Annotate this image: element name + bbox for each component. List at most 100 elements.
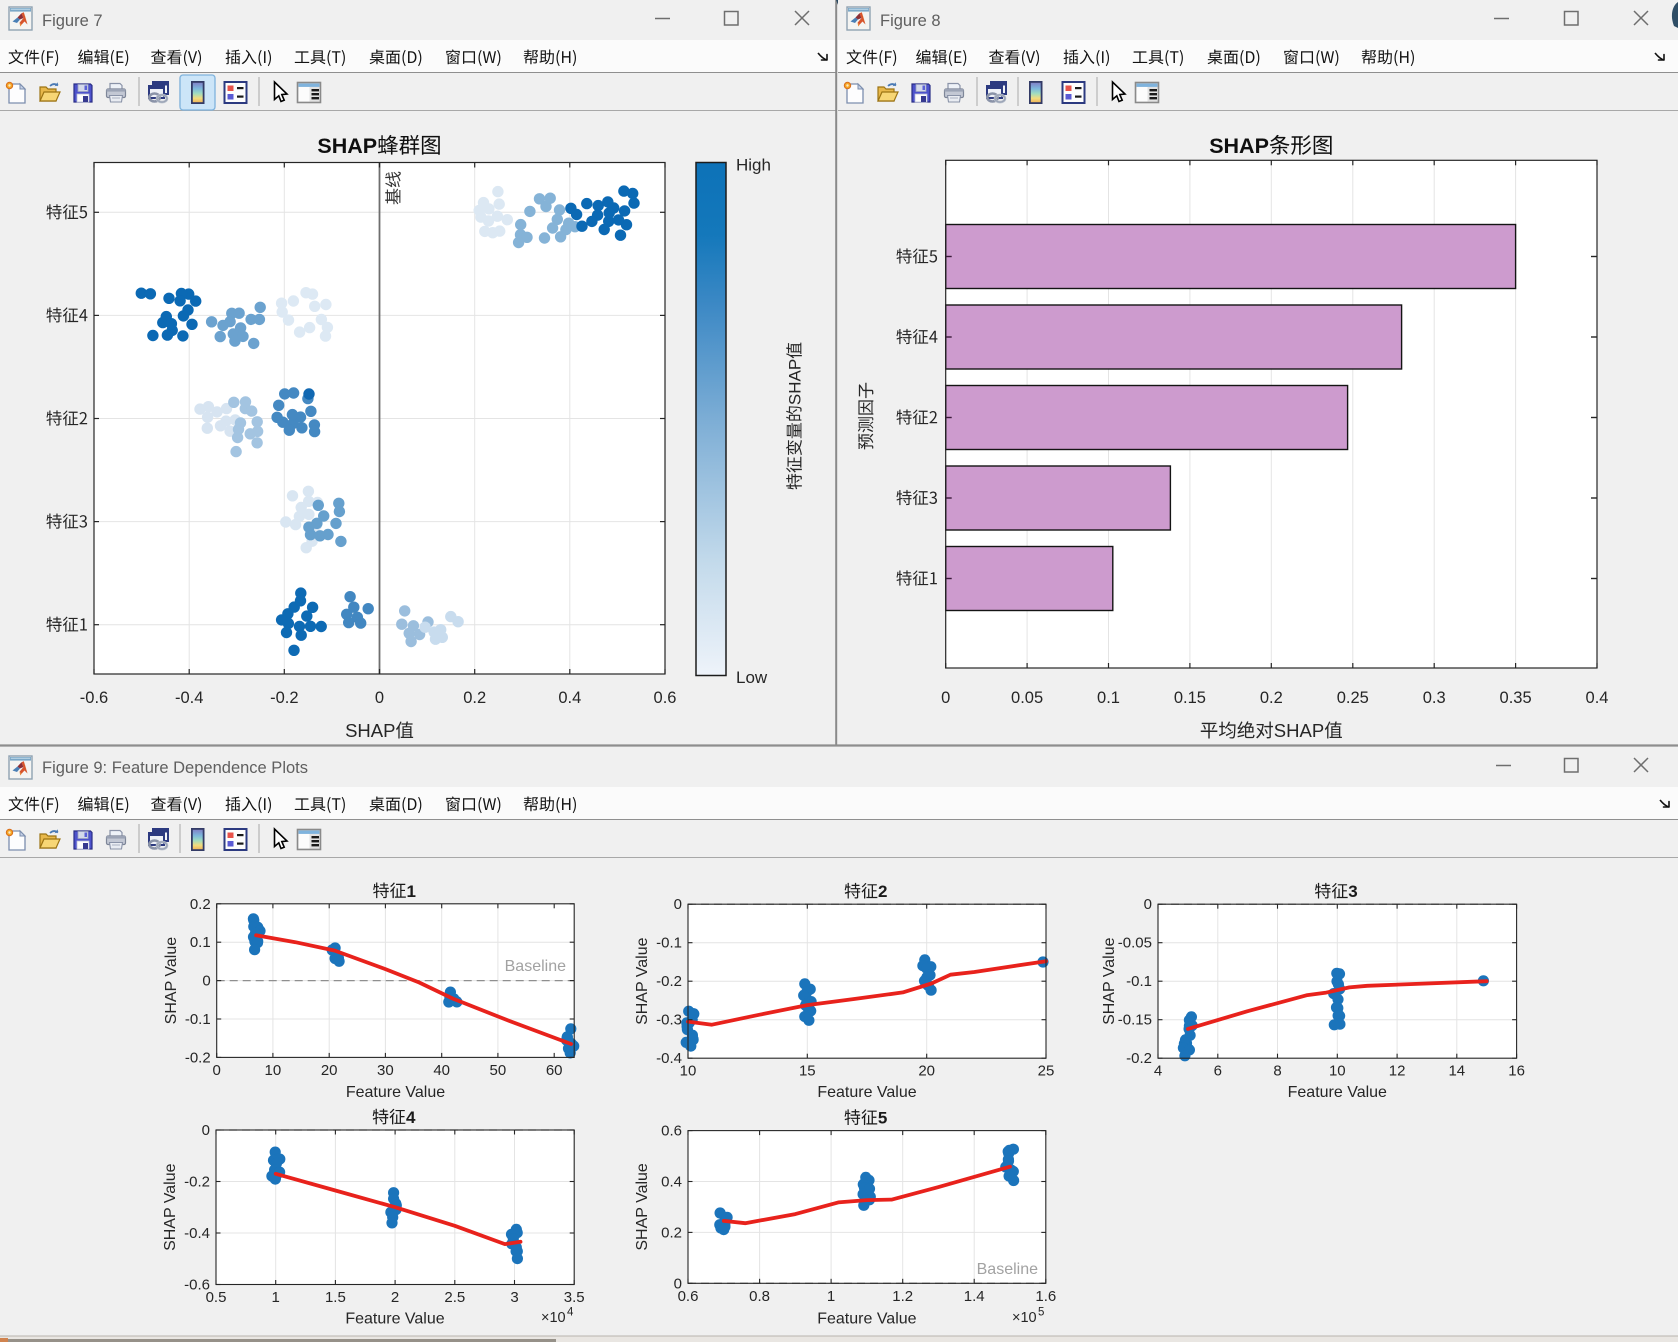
svg-text:0.15: 0.15 bbox=[1174, 689, 1206, 707]
svg-text:SHAP: SHAP bbox=[1274, 720, 1324, 741]
svg-text:-0.1: -0.1 bbox=[1126, 973, 1152, 990]
svg-text:1.4: 1.4 bbox=[964, 1288, 985, 1305]
svg-text:16: 16 bbox=[1508, 1063, 1525, 1080]
svg-text:Feature Value: Feature Value bbox=[345, 1311, 444, 1328]
svg-text:-0.3: -0.3 bbox=[656, 1012, 682, 1029]
svg-text:0.4: 0.4 bbox=[661, 1174, 682, 1191]
svg-text:0: 0 bbox=[202, 973, 210, 990]
svg-text:10: 10 bbox=[1329, 1063, 1346, 1080]
svg-text:4: 4 bbox=[1154, 1063, 1162, 1080]
svg-text:-0.6: -0.6 bbox=[184, 1277, 210, 1294]
svg-text:0: 0 bbox=[1144, 896, 1152, 913]
svg-text:-0.4: -0.4 bbox=[184, 1225, 210, 1242]
svg-text:12: 12 bbox=[1389, 1063, 1406, 1080]
svg-text:0.6: 0.6 bbox=[661, 1123, 682, 1140]
svg-text:Feature Value: Feature Value bbox=[1288, 1084, 1387, 1101]
svg-text:25: 25 bbox=[1038, 1063, 1055, 1080]
svg-text:20: 20 bbox=[321, 1062, 338, 1079]
svg-text:4: 4 bbox=[567, 1307, 574, 1319]
svg-text:0.4: 0.4 bbox=[558, 689, 581, 707]
svg-text:-0.2: -0.2 bbox=[1126, 1050, 1152, 1067]
svg-text:-0.2: -0.2 bbox=[270, 689, 298, 707]
svg-text:20: 20 bbox=[918, 1063, 935, 1080]
svg-text:3: 3 bbox=[1348, 882, 1357, 901]
svg-text:0.2: 0.2 bbox=[1260, 689, 1283, 707]
svg-text:3.5: 3.5 bbox=[564, 1289, 585, 1306]
svg-text:1.6: 1.6 bbox=[1035, 1288, 1056, 1305]
svg-text:4: 4 bbox=[406, 1108, 416, 1127]
svg-text:SHAP: SHAP bbox=[317, 134, 377, 158]
svg-text:Feature Value: Feature Value bbox=[346, 1084, 445, 1101]
svg-text:-0.05: -0.05 bbox=[1118, 935, 1152, 952]
svg-text:0.6: 0.6 bbox=[654, 689, 677, 707]
svg-text:0: 0 bbox=[202, 1122, 210, 1139]
svg-text:0.6: 0.6 bbox=[678, 1288, 699, 1305]
svg-text:×10: ×10 bbox=[1012, 1310, 1037, 1326]
svg-text:-0.4: -0.4 bbox=[656, 1050, 682, 1067]
svg-text:0.5: 0.5 bbox=[206, 1289, 227, 1306]
svg-text:-0.6: -0.6 bbox=[80, 689, 108, 707]
svg-text:30: 30 bbox=[377, 1062, 394, 1079]
svg-text:Figure 9: Feature Dependence P: Figure 9: Feature Dependence Plots bbox=[42, 759, 308, 777]
svg-text:0: 0 bbox=[213, 1062, 221, 1079]
svg-text:10: 10 bbox=[680, 1063, 697, 1080]
svg-text:0.8: 0.8 bbox=[749, 1288, 770, 1305]
svg-text:1: 1 bbox=[827, 1288, 835, 1305]
svg-text:SHAP Value: SHAP Value bbox=[634, 937, 651, 1025]
svg-text:Low: Low bbox=[736, 668, 768, 687]
svg-text:-0.15: -0.15 bbox=[1118, 1012, 1152, 1029]
svg-text:SHAP Value: SHAP Value bbox=[634, 1163, 651, 1251]
svg-text:60: 60 bbox=[546, 1062, 563, 1079]
svg-text:-0.4: -0.4 bbox=[175, 689, 203, 707]
svg-text:0.3: 0.3 bbox=[1423, 689, 1446, 707]
svg-text:15: 15 bbox=[799, 1063, 816, 1080]
svg-text:0.25: 0.25 bbox=[1337, 689, 1369, 707]
svg-text:5: 5 bbox=[1038, 1307, 1044, 1319]
svg-text:2.5: 2.5 bbox=[444, 1289, 465, 1306]
svg-text:0: 0 bbox=[941, 689, 950, 707]
svg-text:3: 3 bbox=[510, 1289, 518, 1306]
svg-text:0.4: 0.4 bbox=[1586, 689, 1609, 707]
svg-text:-0.1: -0.1 bbox=[656, 935, 682, 952]
svg-text:High: High bbox=[736, 156, 771, 175]
svg-text:0.2: 0.2 bbox=[190, 896, 211, 913]
svg-text:1: 1 bbox=[272, 1289, 280, 1306]
svg-text:0: 0 bbox=[674, 1275, 682, 1292]
svg-text:0: 0 bbox=[674, 896, 682, 913]
svg-text:-0.2: -0.2 bbox=[185, 1049, 211, 1066]
svg-text:Baseline: Baseline bbox=[977, 1261, 1038, 1278]
svg-text:SHAP: SHAP bbox=[786, 359, 805, 405]
svg-text:8: 8 bbox=[1273, 1063, 1281, 1080]
svg-text:0.2: 0.2 bbox=[463, 689, 486, 707]
svg-text:Figure 8: Figure 8 bbox=[880, 12, 941, 30]
svg-text:50: 50 bbox=[490, 1062, 507, 1079]
svg-text:2: 2 bbox=[391, 1289, 399, 1306]
svg-text:0.35: 0.35 bbox=[1500, 689, 1532, 707]
svg-text:40: 40 bbox=[433, 1062, 450, 1079]
svg-text:1: 1 bbox=[407, 882, 416, 901]
svg-text:0.1: 0.1 bbox=[1097, 689, 1120, 707]
svg-text:10: 10 bbox=[265, 1062, 282, 1079]
svg-text:0.1: 0.1 bbox=[190, 934, 211, 951]
svg-text:SHAP Value: SHAP Value bbox=[162, 1163, 179, 1251]
svg-text:SHAP: SHAP bbox=[1209, 134, 1269, 158]
svg-text:1.5: 1.5 bbox=[325, 1289, 346, 1306]
svg-text:0.2: 0.2 bbox=[661, 1224, 682, 1241]
svg-text:Feature Value: Feature Value bbox=[817, 1084, 916, 1101]
svg-text:-0.1: -0.1 bbox=[185, 1011, 211, 1028]
svg-text:Figure 7: Figure 7 bbox=[42, 12, 103, 30]
svg-text:-0.2: -0.2 bbox=[184, 1174, 210, 1191]
svg-text:0: 0 bbox=[375, 689, 384, 707]
svg-text:SHAP: SHAP bbox=[345, 720, 395, 741]
svg-text:×10: ×10 bbox=[541, 1310, 566, 1326]
svg-text:0.05: 0.05 bbox=[1011, 689, 1043, 707]
svg-text:2: 2 bbox=[878, 882, 887, 901]
svg-text:SHAP Value: SHAP Value bbox=[1101, 937, 1118, 1025]
svg-text:-0.2: -0.2 bbox=[656, 973, 682, 990]
svg-text:6: 6 bbox=[1214, 1063, 1222, 1080]
svg-text:5: 5 bbox=[878, 1109, 887, 1128]
svg-text:14: 14 bbox=[1448, 1063, 1465, 1080]
svg-text:1.2: 1.2 bbox=[892, 1288, 913, 1305]
svg-text:Baseline: Baseline bbox=[505, 958, 566, 975]
svg-text:SHAP Value: SHAP Value bbox=[163, 937, 180, 1025]
